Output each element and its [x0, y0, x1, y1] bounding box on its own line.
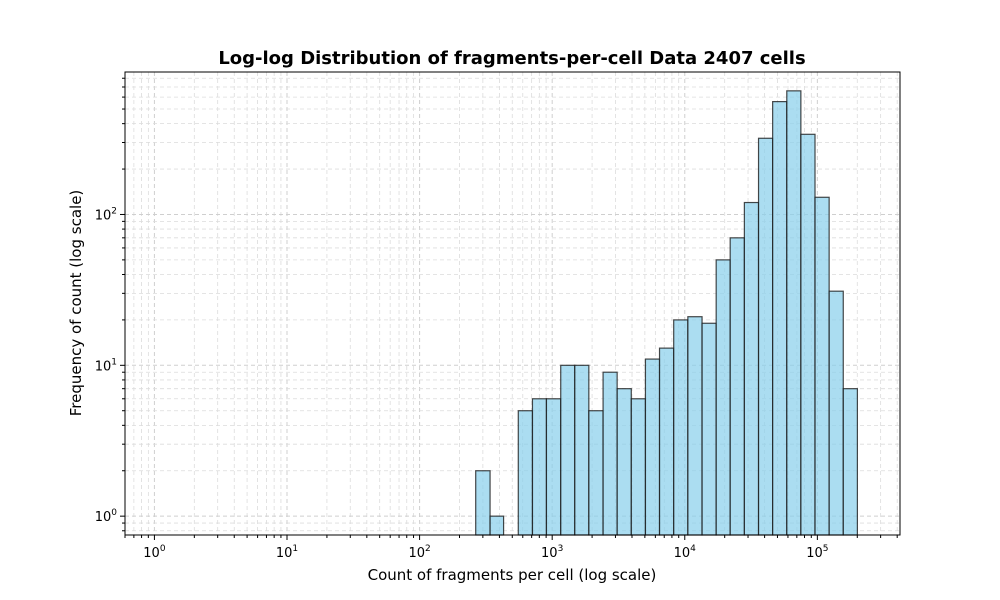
bars [475, 90, 858, 536]
histogram-bar [531, 398, 548, 536]
chart-title: Log-log Distribution of fragments-per-ce… [218, 48, 805, 69]
x-tick-label: 103 [541, 544, 563, 561]
histogram-bar [715, 259, 731, 536]
histogram-bar [800, 133, 816, 536]
histogram-bar [560, 364, 576, 536]
y-tick-label: 101 [95, 357, 117, 374]
histogram-bar [673, 319, 689, 536]
histogram-bar [588, 410, 604, 536]
histogram-bar [814, 196, 830, 536]
x-tick-label: 102 [408, 544, 430, 561]
histogram-bar [828, 290, 844, 536]
x-tick-label: 104 [674, 544, 697, 561]
histogram-bar [842, 388, 858, 536]
y-tick-label: 100 [95, 508, 118, 525]
histogram-bar [545, 398, 562, 536]
histogram-bar [757, 137, 774, 536]
histogram-bar [602, 371, 618, 536]
histogram-bar [687, 316, 703, 536]
x-tick-label: 101 [276, 544, 298, 561]
histogram-bar [786, 90, 802, 536]
y-axis-ticks: 100 101 102 [95, 77, 125, 532]
x-axis-label: Count of fragments per cell (log scale) [368, 566, 657, 584]
histogram-bar [644, 358, 661, 536]
histogram-bar [743, 201, 760, 536]
histogram-bar [658, 347, 675, 536]
histogram-bar [475, 470, 491, 536]
histogram-bar [729, 237, 745, 536]
histogram-bar [701, 322, 717, 536]
y-tick-label: 102 [95, 206, 117, 223]
histogram-bar [630, 398, 647, 536]
x-axis-ticks: 100 101 102 103 104 105 [124, 535, 898, 561]
histogram-bar [517, 410, 534, 536]
x-tick-label: 105 [806, 544, 828, 561]
histogram-bar [616, 388, 632, 536]
histogram-bar [489, 515, 505, 536]
histogram-bar [772, 101, 788, 536]
x-tick-label: 100 [143, 544, 166, 561]
histogram-bar [574, 364, 590, 536]
y-axis-label: Frequency of count (log scale) [67, 190, 85, 417]
